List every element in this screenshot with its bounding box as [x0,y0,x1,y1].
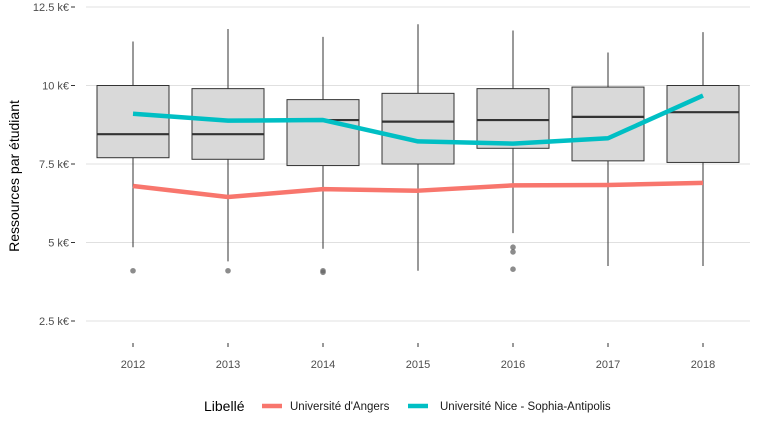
x-tick-label: 2017 [596,359,620,371]
x-tick-label: 2012 [121,359,145,371]
x-tick-label: 2013 [216,359,240,371]
box-iqr [286,99,360,167]
x-tick-label: 2015 [406,359,430,371]
legend-label-1: Université Nice - Sophia-Antipolis [440,401,611,413]
x-tick-label: 2014 [311,359,335,371]
boxplots [96,24,740,276]
outlier-point [510,244,516,251]
y-tick-label: 12.5 k€ [33,2,69,14]
y-axis: 2.5 k€ 5 k€ 7.5 k€ 10 k€ 12.5 k€ [33,2,75,328]
box-iqr [571,86,645,162]
series-lines [132,93,704,200]
box-iqr [666,85,740,163]
y-tick-label: 5 k€ [48,238,69,250]
outlier-point [510,266,516,272]
box-iqr [191,88,265,160]
boxplot-2014 [286,36,360,276]
x-tick-label: 2018 [691,359,715,371]
series-line-1 [132,93,704,146]
boxplot-2018 [666,32,740,267]
legend: Libellé Université d'Angers Université Ni… [204,398,611,414]
y-axis-label: Ressources par étudiant [6,100,22,252]
series-line-0 [132,180,704,200]
outlier-point [130,267,136,274]
boxplot-2012 [96,41,170,274]
outlier-point [225,267,231,274]
y-tick-label: 7.5 k€ [39,159,69,171]
boxplot-2013 [191,28,265,274]
box-iqr [96,85,170,159]
box-iqr [381,92,455,165]
y-tick-label: 10 k€ [42,81,69,93]
boxplot-2015 [381,24,455,271]
boxplot-2016 [476,30,550,272]
box-iqr [476,88,550,149]
y-tick-label: 2.5 k€ [39,316,69,328]
x-axis: 2012 2013 2014 2015 2016 2017 2018 [121,343,715,371]
outlier-point [320,269,326,276]
x-tick-label: 2016 [501,359,525,371]
legend-title: Libellé [204,398,245,414]
legend-label-0: Université d'Angers [290,401,390,413]
boxplot-2017 [571,52,645,267]
outlier-point [510,249,516,255]
